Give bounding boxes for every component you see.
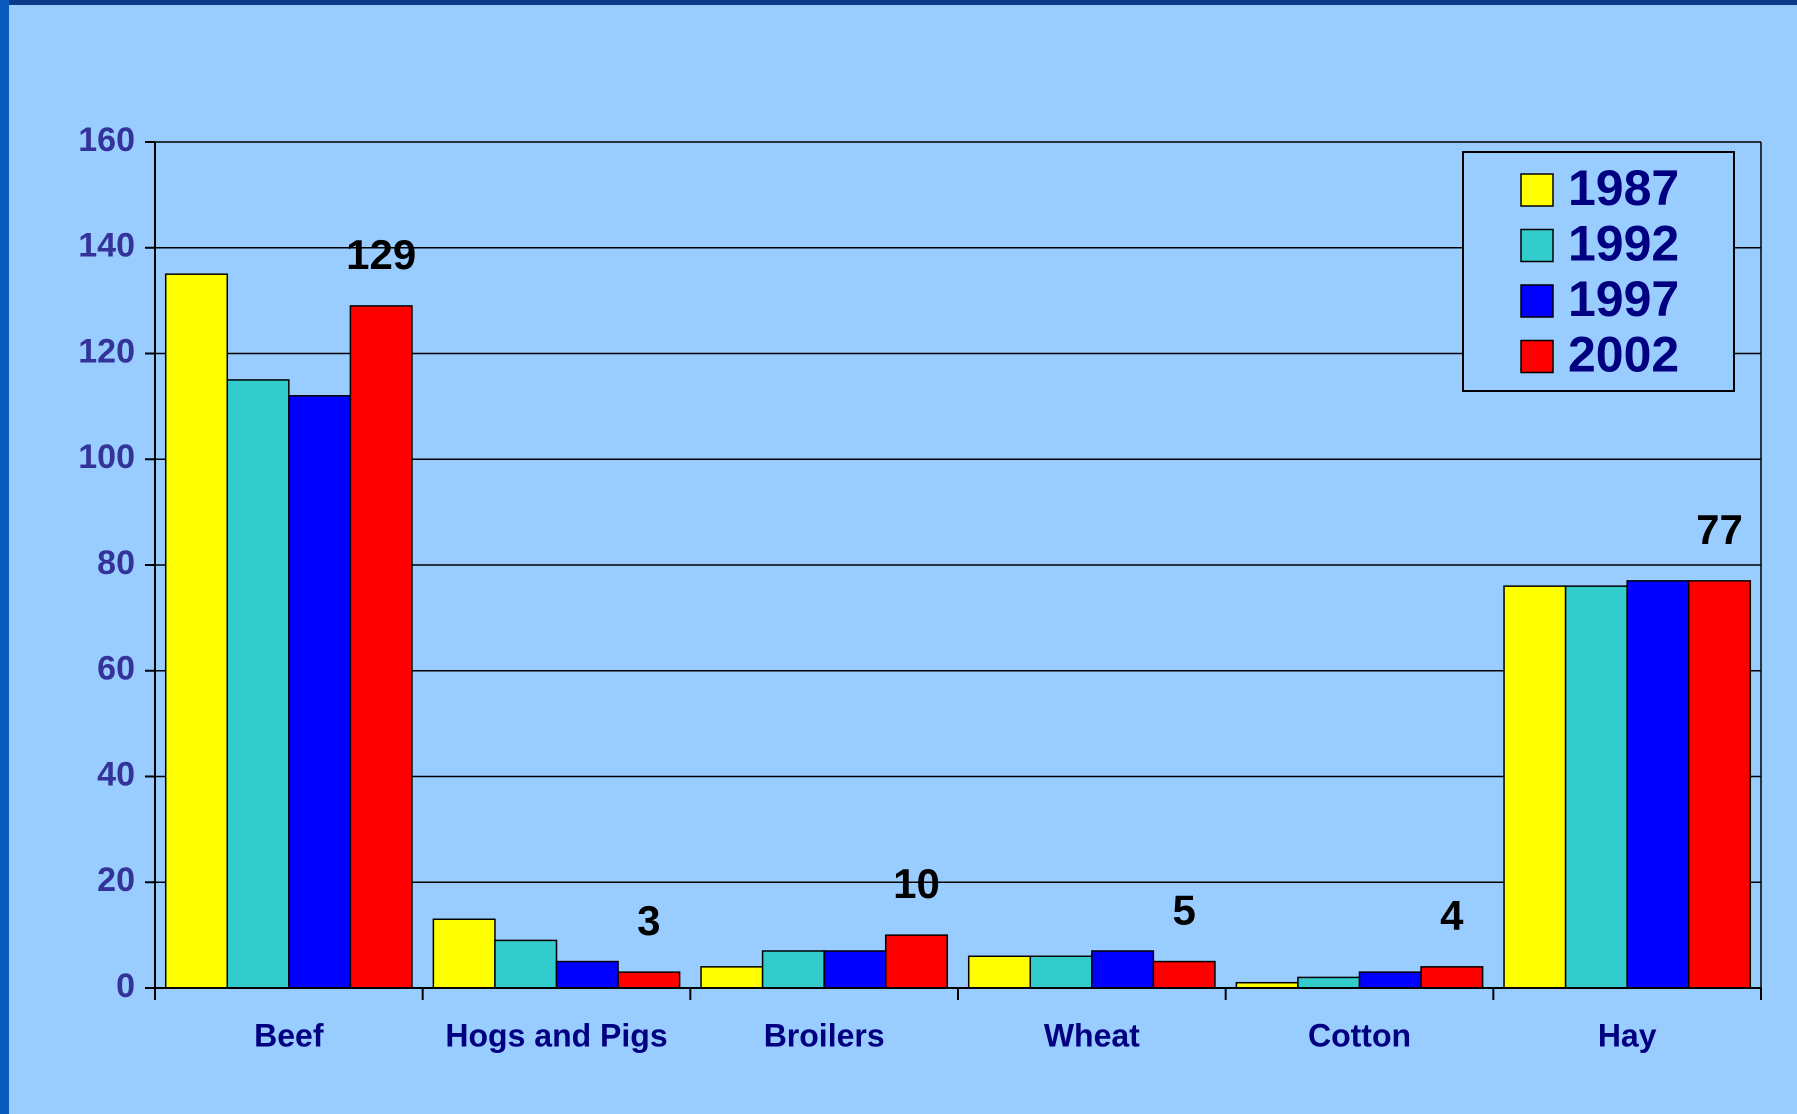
x-tick-label: Cotton [1308,1017,1411,1053]
legend-swatch [1520,228,1554,263]
data-label: 10 [893,860,940,907]
x-tick-label: Wheat [1044,1017,1140,1053]
bar [823,950,887,989]
frame-top [0,0,1797,5]
bar [617,971,681,989]
bar [700,966,764,989]
y-tick-label: 40 [97,755,135,793]
bar [432,918,496,989]
bar [1152,960,1216,989]
bar [1091,950,1155,989]
y-tick-label: 100 [78,438,135,476]
y-tick-label: 0 [116,967,135,1005]
bar [1687,580,1752,989]
bar [1420,966,1484,989]
bar [494,939,558,989]
bar [884,934,949,989]
data-label: 129 [346,231,416,278]
legend-swatch [1520,339,1554,374]
bar [1029,955,1093,989]
bar [1564,585,1628,989]
bar [164,273,229,989]
legend-swatch [1520,173,1554,207]
legend-swatch [1520,284,1554,318]
bar [1626,580,1690,989]
bar [1503,585,1567,989]
data-label: 4 [1440,892,1464,939]
y-tick-label: 80 [97,544,135,582]
bar [226,379,290,989]
bar [555,960,619,989]
legend-label: 1992 [1568,216,1679,272]
data-label: 3 [637,897,660,944]
bar [1297,976,1361,989]
legend-box [1462,151,1735,392]
y-tick-label: 160 [78,121,135,159]
legend-label: 2002 [1568,327,1679,383]
data-label: 5 [1172,887,1195,934]
y-tick-label: 120 [78,332,135,370]
y-tick-label: 20 [97,861,135,899]
x-tick-label: Hay [1598,1017,1657,1053]
x-tick-label: Broilers [764,1017,885,1053]
legend-label: 1997 [1568,271,1679,327]
data-label: 77 [1696,506,1743,553]
frame-left [0,0,9,1114]
bar [349,305,413,989]
bar [288,395,352,989]
y-tick-label: 140 [78,227,135,265]
bar [761,950,825,989]
bar [967,955,1032,989]
x-tick-label: Hogs and Pigs [445,1017,667,1053]
y-tick-label: 60 [97,650,135,688]
legend-label: 1987 [1568,160,1679,216]
bar [1358,971,1422,989]
x-tick-label: Beef [254,1017,324,1053]
